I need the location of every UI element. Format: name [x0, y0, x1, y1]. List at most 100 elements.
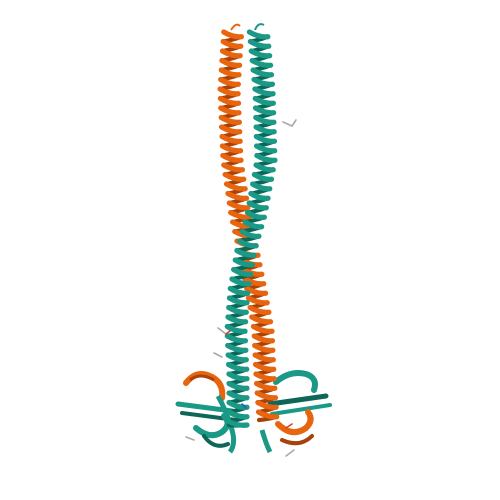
left-domain-orange-back: [189, 374, 215, 382]
left-domain-loop: [193, 413, 231, 439]
right-domain-teal-loop: [273, 370, 318, 393]
chain-a-turn-30: [249, 314, 274, 325]
chain-b-turn-32: [224, 333, 249, 344]
chain-b-turn-23: [234, 247, 257, 258]
ligand-stick-lower-left: [185, 436, 195, 441]
chain-b-turn-13: [254, 152, 278, 163]
chain-b-turn-22: [236, 238, 259, 249]
chain-a-turn-9: [218, 114, 242, 125]
chain-b-turn-37: [226, 380, 250, 391]
chain-b-turn-36: [226, 371, 250, 382]
ligand-stick-upper-right: [282, 121, 293, 127]
chain-b-n-terminus: [254, 23, 265, 31]
chain-b-turn-18: [246, 200, 269, 211]
chain-b-turn-29: [226, 304, 249, 315]
chain-b-turn-2: [248, 48, 273, 59]
chain-b-turn-31: [224, 323, 248, 334]
chain-a-turn-0: [221, 29, 245, 40]
chain-a-turn-35: [252, 361, 277, 372]
ligand-stick-oxygen-2: [285, 423, 293, 429]
chain-a-turn-6: [217, 86, 241, 97]
chain-b-turn-16: [250, 181, 273, 192]
chain-a-turn-1: [220, 38, 244, 49]
chain-a-turn-18: [226, 200, 251, 211]
chain-a-turn-16: [223, 181, 248, 192]
chain-a-turn-4: [218, 67, 242, 78]
chain-a-turn-7: [217, 95, 242, 106]
chain-a-turn-31: [250, 323, 275, 334]
ligand-stick-nitrogen-1: [241, 403, 247, 409]
chain-b-turn-15: [251, 171, 275, 182]
chain-b-turn-12: [254, 143, 278, 154]
chain-a-turn-10: [218, 124, 243, 135]
chain-b-turn-41: [226, 418, 250, 428]
chain-b-turn-27: [227, 285, 251, 296]
ligand-stick-lower-right: [285, 449, 295, 457]
chain-b-turn-1: [247, 38, 272, 49]
chain-b-turn-17: [248, 190, 271, 201]
chain-a-turn-32: [251, 333, 276, 344]
chain-b-turn-7: [252, 95, 276, 106]
left-domain-loop-2: [202, 434, 230, 448]
chain-b-turn-20: [242, 219, 265, 230]
chain-a-turn-33: [252, 342, 276, 353]
chain-a-turn-38: [254, 390, 279, 401]
ligand-sticks-layer: [185, 119, 297, 457]
chain-a-n-terminus: [230, 23, 241, 31]
chain-b-turn-3: [249, 57, 274, 68]
chain-a-turn-39: [255, 399, 279, 410]
back-ribbon-layer: [230, 23, 265, 31]
chain-a-turn-3: [219, 57, 243, 68]
left-domain-helix-tail: [215, 394, 237, 454]
chain-b-turn-38: [226, 390, 250, 401]
right-domain-orange-back: [280, 434, 314, 446]
right-domain-helix-tail: [259, 429, 273, 454]
chain-b-turn-14: [253, 162, 276, 173]
chain-a-turn-13: [220, 152, 244, 163]
chain-b-turn-5: [251, 76, 276, 87]
chain-b-turn-21: [239, 228, 262, 239]
chain-b-turn-24: [232, 257, 256, 268]
chain-a-ribbon: [217, 29, 280, 423]
chain-a-turn-12: [219, 143, 244, 154]
chain-a-turn-36: [253, 371, 277, 382]
chain-a-turn-14: [221, 162, 246, 173]
chain-a-turn-17: [225, 190, 250, 201]
chain-a-turn-40: [255, 409, 280, 420]
chain-b-turn-10: [253, 124, 277, 135]
right-domain-orange-loop: [275, 409, 314, 436]
chain-b-turn-9: [253, 114, 277, 125]
chain-b-turn-25: [230, 266, 254, 277]
chain-b-ribbon: [224, 29, 278, 428]
chain-a-turn-8: [218, 105, 242, 116]
ligand-stick-mid-left: [217, 327, 227, 335]
chain-b-turn-4: [250, 67, 275, 78]
chain-b-turn-6: [252, 86, 276, 97]
chain-b-turn-11: [253, 133, 278, 144]
chain-b-turn-26: [229, 276, 252, 287]
chain-a-turn-26: [242, 276, 267, 287]
right-domain-strand-2: [270, 403, 332, 416]
chain-b-turn-28: [226, 295, 250, 306]
chain-b-turn-34: [225, 352, 249, 363]
chain-b-turn-40: [226, 409, 250, 420]
chain-b-turn-0: [246, 29, 271, 40]
chain-b-turn-33: [225, 342, 249, 353]
chain-a-turn-34: [252, 352, 276, 363]
chain-a-turn-37: [253, 380, 278, 391]
ligand-stick-mid-left-2: [213, 352, 223, 358]
chain-a-turn-29: [247, 304, 272, 315]
chain-a-turn-5: [218, 76, 241, 87]
beta-sheet-layer: [175, 370, 332, 454]
chain-a-turn-11: [219, 133, 243, 144]
chain-a-turn-19: [228, 209, 253, 220]
chain-b-turn-35: [225, 361, 250, 372]
chain-a-turn-27: [244, 285, 269, 296]
chain-a-turn-2: [219, 48, 243, 59]
right-domain-strand-1: [267, 393, 329, 407]
chain-b-turn-19: [244, 209, 267, 220]
ligand-stick-oxygen-1: [225, 330, 231, 335]
chain-a-turn-15: [222, 171, 247, 182]
chain-a-turn-28: [245, 295, 270, 306]
